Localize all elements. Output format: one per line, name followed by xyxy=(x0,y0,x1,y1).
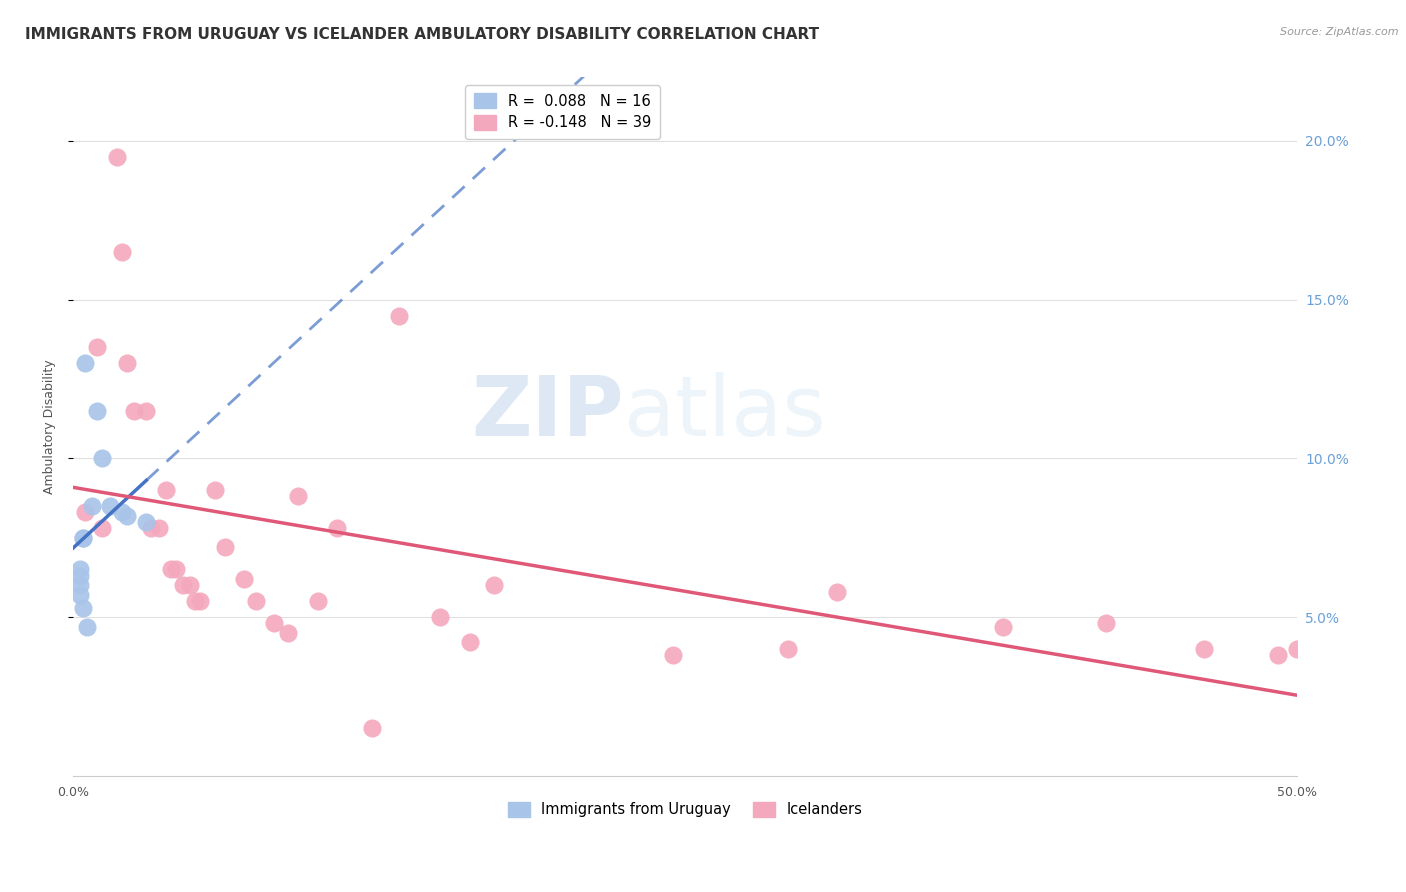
Point xyxy=(188,594,211,608)
Point xyxy=(135,403,157,417)
Point xyxy=(387,309,409,323)
Text: Source: ZipAtlas.com: Source: ZipAtlas.com xyxy=(1281,27,1399,37)
Point xyxy=(263,616,285,631)
Point xyxy=(214,541,236,555)
Point xyxy=(72,531,94,545)
Text: IMMIGRANTS FROM URUGUAY VS ICELANDER AMBULATORY DISABILITY CORRELATION CHART: IMMIGRANTS FROM URUGUAY VS ICELANDER AMB… xyxy=(25,27,820,42)
Point xyxy=(105,150,128,164)
Point xyxy=(172,578,194,592)
Point xyxy=(287,490,309,504)
Point xyxy=(179,578,201,592)
Point xyxy=(482,578,505,592)
Point xyxy=(72,600,94,615)
Point xyxy=(76,619,98,633)
Point xyxy=(1095,616,1118,631)
Point xyxy=(1267,648,1289,663)
Point xyxy=(233,572,256,586)
Point xyxy=(73,356,96,370)
Point xyxy=(776,641,799,656)
Point xyxy=(245,594,267,608)
Point xyxy=(73,505,96,519)
Point xyxy=(662,648,685,663)
Point xyxy=(277,626,299,640)
Y-axis label: Ambulatory Disability: Ambulatory Disability xyxy=(44,359,56,494)
Point xyxy=(111,505,134,519)
Text: atlas: atlas xyxy=(624,372,825,453)
Point xyxy=(69,588,91,602)
Point xyxy=(360,721,382,735)
Point xyxy=(69,578,91,592)
Point xyxy=(307,594,329,608)
Point xyxy=(993,619,1015,633)
Point xyxy=(115,508,138,523)
Point xyxy=(429,610,451,624)
Point xyxy=(326,521,349,535)
Point xyxy=(825,584,848,599)
Point xyxy=(204,483,226,497)
Point xyxy=(115,356,138,370)
Point xyxy=(458,635,481,649)
Point xyxy=(122,403,145,417)
Point xyxy=(86,403,108,417)
Point xyxy=(69,562,91,576)
Point xyxy=(69,569,91,583)
Point xyxy=(72,531,94,545)
Legend: Immigrants from Uruguay, Icelanders: Immigrants from Uruguay, Icelanders xyxy=(501,795,870,824)
Point xyxy=(82,499,104,513)
Point xyxy=(98,499,121,513)
Point xyxy=(91,451,114,466)
Point xyxy=(1286,641,1309,656)
Text: ZIP: ZIP xyxy=(471,372,624,453)
Point xyxy=(91,521,114,535)
Point xyxy=(111,245,134,260)
Point xyxy=(148,521,170,535)
Point xyxy=(1194,641,1216,656)
Point xyxy=(155,483,177,497)
Point xyxy=(86,340,108,354)
Point xyxy=(159,562,181,576)
Point xyxy=(135,515,157,529)
Point xyxy=(141,521,163,535)
Point xyxy=(165,562,187,576)
Point xyxy=(184,594,207,608)
